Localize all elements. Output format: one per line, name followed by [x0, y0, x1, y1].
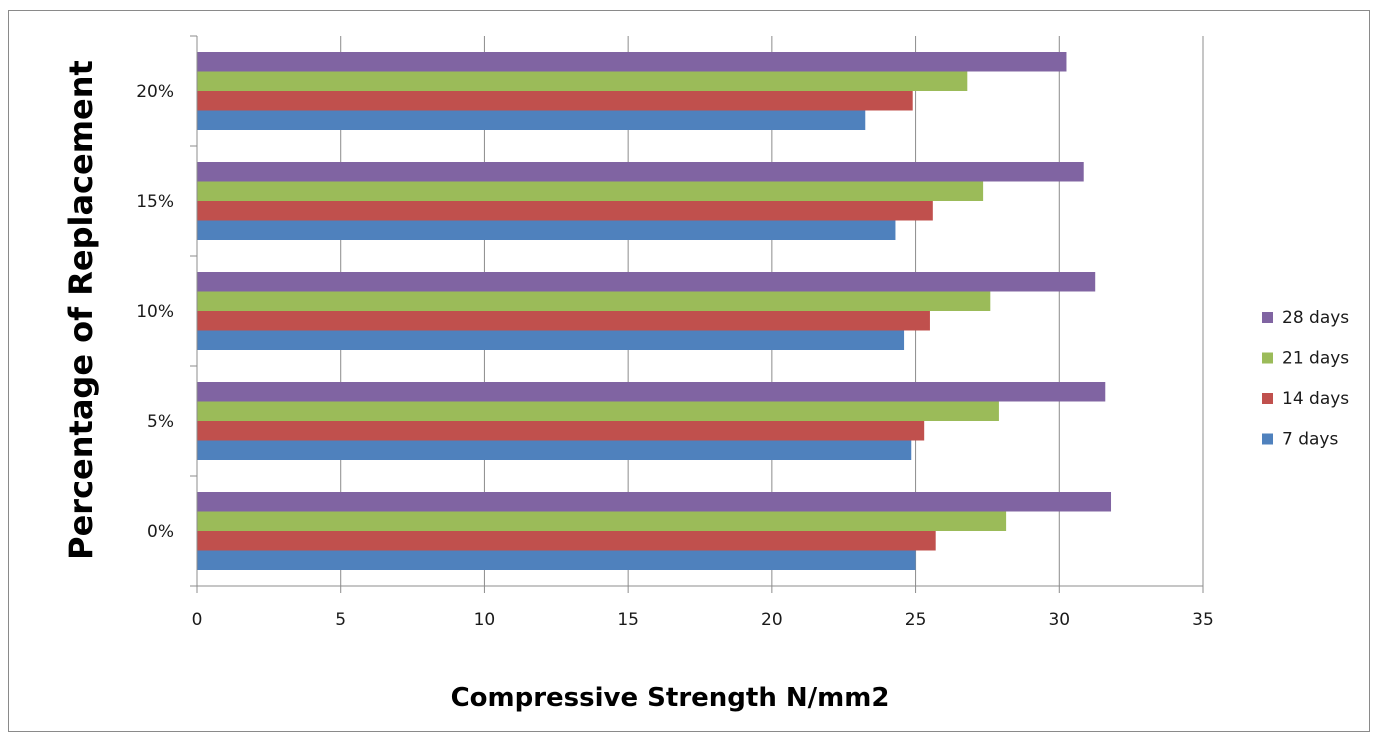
x-tick-label: 15 — [617, 610, 639, 630]
x-tick-label: 0 — [192, 610, 203, 630]
legend: 28 days 21 days 14 days 7 days — [1262, 308, 1349, 450]
x-tick-label: 30 — [1048, 610, 1070, 630]
x-tick-label: 5 — [335, 610, 346, 630]
bar-21-days-15pct — [197, 181, 984, 201]
y-tick-label: 0% — [147, 522, 174, 542]
bar-28-days-0pct — [197, 492, 1112, 512]
legend-swatch-7-days — [1262, 433, 1273, 445]
bar-7-days-5pct — [197, 440, 912, 460]
bar-21-days-10pct — [197, 291, 991, 311]
y-tick-label: 10% — [136, 302, 174, 322]
chart-frame — [8, 10, 1370, 732]
legend-swatch-21-days — [1262, 352, 1273, 364]
legend-label-28-days: 28 days — [1282, 308, 1349, 328]
bar-14-days-5pct — [197, 421, 925, 441]
bar-28-days-20pct — [197, 52, 1067, 72]
bar-21-days-0pct — [197, 511, 1007, 531]
bar-14-days-0pct — [197, 531, 936, 551]
x-tick-label: 10 — [474, 610, 496, 630]
bar-7-days-20pct — [197, 110, 866, 130]
x-axis-title: Compressive Strength N/mm2 — [451, 683, 890, 713]
bar-14-days-15pct — [197, 201, 933, 221]
legend-label-21-days: 21 days — [1282, 349, 1349, 369]
legend-label-7-days: 7 days — [1282, 430, 1338, 450]
bar-14-days-20pct — [197, 91, 913, 111]
legend-swatch-14-days — [1262, 393, 1273, 404]
legend-swatch-28-days — [1262, 312, 1273, 323]
y-axis-title: Percentage of Replacement — [62, 60, 100, 560]
x-tick-labels: 0 5 10 15 20 25 30 35 — [192, 610, 1214, 630]
y-tick-label: 15% — [136, 192, 174, 212]
x-tick-label: 35 — [1192, 610, 1214, 630]
bar-series — [197, 52, 1112, 570]
axes — [190, 35, 1204, 593]
bar-28-days-15pct — [197, 162, 1084, 182]
x-tick-label: 25 — [905, 610, 927, 630]
bar-28-days-5pct — [197, 382, 1106, 402]
y-tick-labels: 0% 5% 10% 15% 20% — [136, 82, 174, 542]
bar-21-days-20pct — [197, 71, 968, 91]
y-tick-label: 5% — [147, 412, 174, 432]
bar-7-days-0pct — [197, 550, 916, 570]
bar-14-days-10pct — [197, 311, 930, 331]
x-tick-label: 20 — [761, 610, 783, 630]
bar-7-days-10pct — [197, 330, 905, 350]
bar-7-days-15pct — [197, 220, 896, 240]
bar-21-days-5pct — [197, 401, 999, 421]
y-tick-label: 20% — [136, 82, 174, 102]
bar-28-days-10pct — [197, 272, 1096, 292]
legend-label-14-days: 14 days — [1282, 389, 1349, 409]
